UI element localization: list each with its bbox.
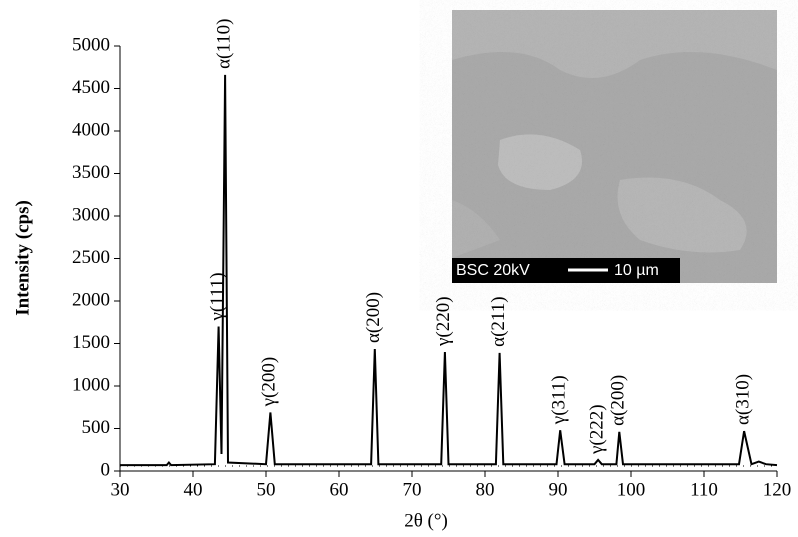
x-tick-label: 50 bbox=[257, 479, 276, 500]
x-tick-label: 70 bbox=[403, 479, 422, 500]
y-tick-label: 2000 bbox=[72, 289, 110, 310]
x-tick-label: 30 bbox=[111, 479, 130, 500]
y-tick-label: 4500 bbox=[72, 77, 110, 98]
inset-label: BSC 20kV bbox=[456, 262, 530, 279]
y-tick-label: 3500 bbox=[72, 162, 110, 183]
peak-label: γ(220) bbox=[433, 296, 454, 347]
peak-label: α(110) bbox=[213, 18, 234, 68]
inset-scale: 10 µm bbox=[614, 262, 659, 279]
x-axis-label: 2θ (°) bbox=[404, 510, 448, 531]
peak-label: γ(111) bbox=[207, 272, 228, 321]
peak-label: α(200) bbox=[363, 292, 384, 343]
y-tick-label: 2500 bbox=[72, 247, 110, 268]
chart: BSC 20kV 10 µm 2θ (°) Intensity (cps) 0 5… bbox=[0, 0, 798, 537]
peak-label: α(310) bbox=[733, 374, 754, 425]
x-tick-label: 120 bbox=[763, 479, 792, 500]
y-tick-label: 5000 bbox=[72, 34, 110, 55]
x-tick-label: 90 bbox=[549, 479, 568, 500]
x-tick-label: 100 bbox=[617, 479, 646, 500]
y-tick-label: 1500 bbox=[72, 332, 110, 353]
y-tick-label: 3000 bbox=[72, 204, 110, 225]
peak-label: α(211) bbox=[488, 296, 509, 346]
x-tick-label: 80 bbox=[476, 479, 495, 500]
y-tick-label: 1000 bbox=[72, 374, 110, 395]
peak-label: γ(311) bbox=[549, 375, 570, 425]
inset-image: BSC 20kV 10 µm bbox=[452, 10, 777, 283]
page: BSC 20kV 10 µm 2θ (°) Intensity (cps) 0 5… bbox=[0, 0, 798, 537]
peak-label: α(200) bbox=[608, 375, 629, 426]
y-tick-label: 500 bbox=[82, 417, 111, 438]
x-tick-label: 60 bbox=[330, 479, 349, 500]
x-tick-label: 110 bbox=[690, 479, 718, 500]
y-tick-label: 0 bbox=[101, 459, 111, 480]
y-axis-label: Intensity (cps) bbox=[12, 200, 33, 316]
grain-texture bbox=[452, 10, 777, 283]
y-tick-label: 4000 bbox=[72, 119, 110, 140]
peak-label: γ(200) bbox=[259, 357, 280, 408]
x-tick-label: 40 bbox=[184, 479, 203, 500]
peak-label: γ(222) bbox=[587, 404, 608, 455]
